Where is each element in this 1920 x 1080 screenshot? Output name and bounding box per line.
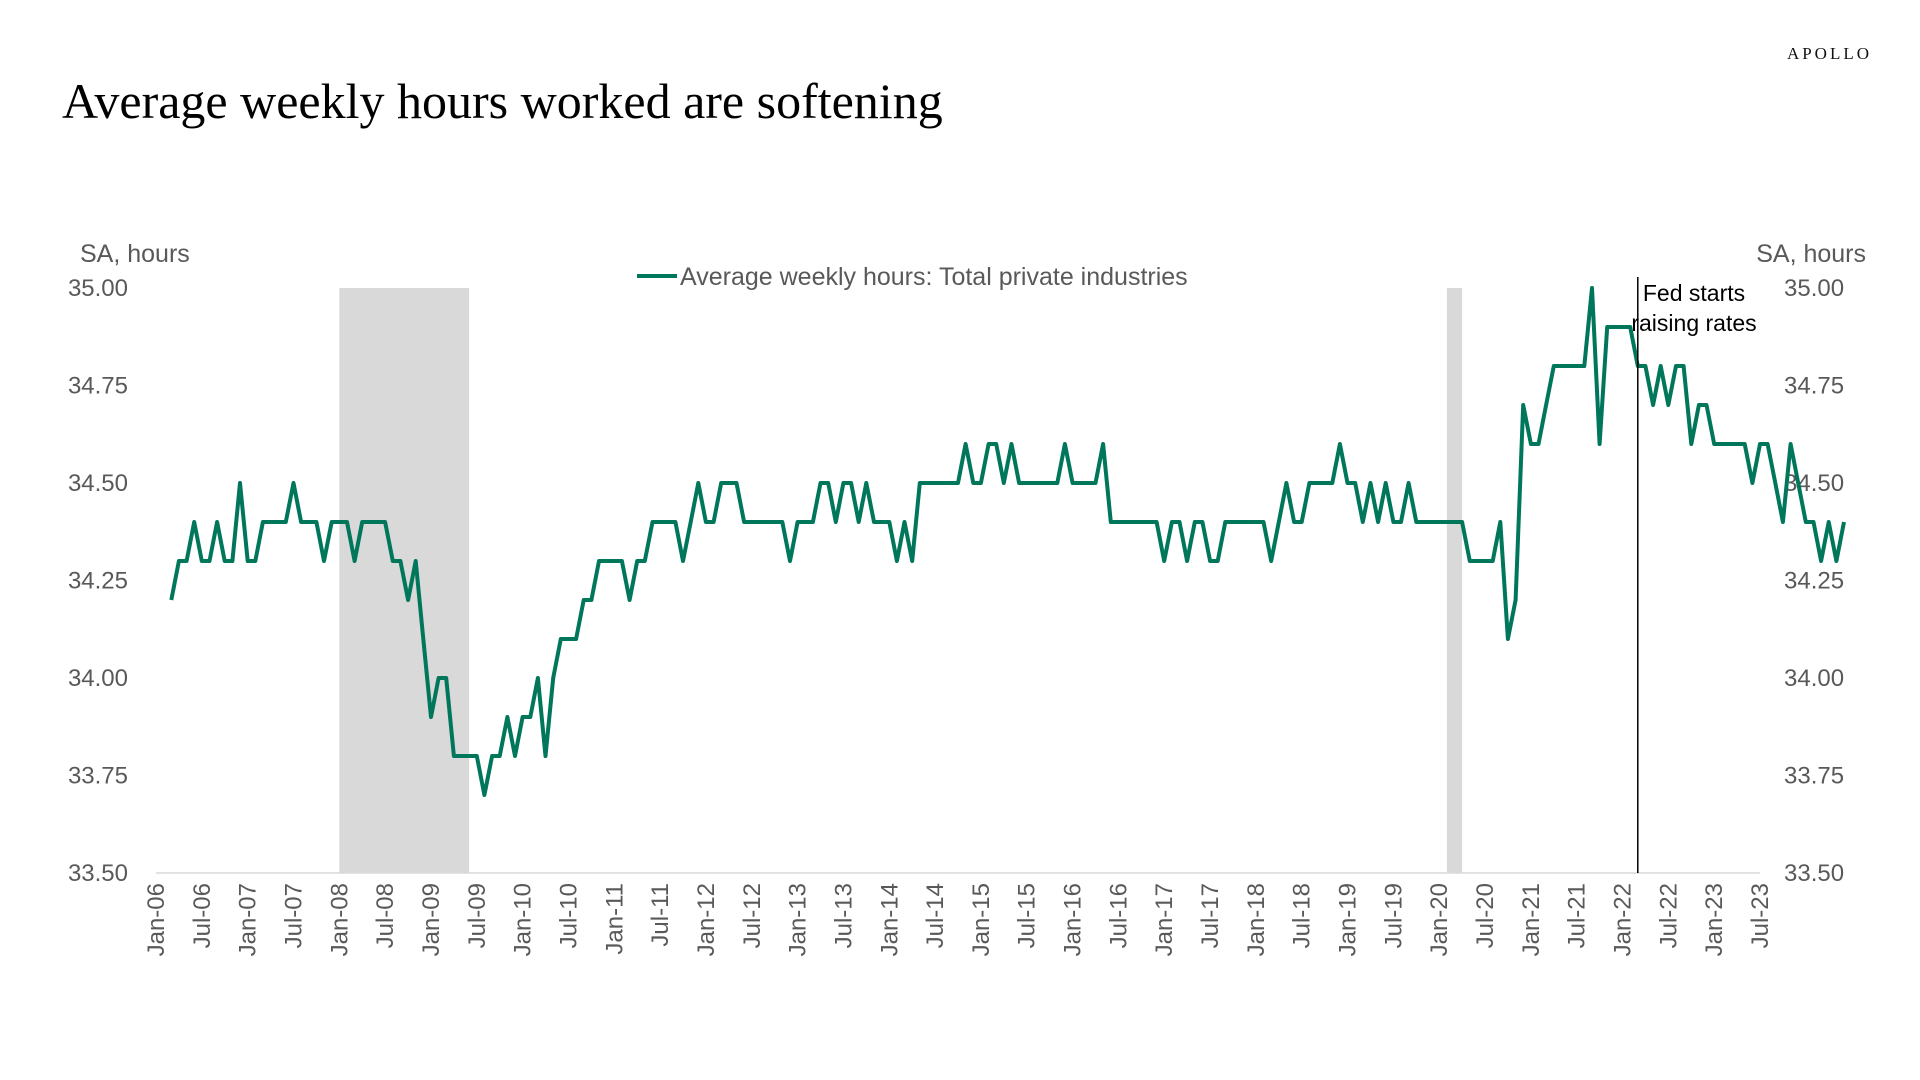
x-tick-label: Jul-07 bbox=[280, 883, 307, 948]
x-tick-label: Jul-20 bbox=[1472, 883, 1499, 948]
y-right-tick-label: 34.00 bbox=[1784, 665, 1844, 692]
recession-shading-group bbox=[339, 288, 1463, 873]
fed-annotation-text-line2: raising rates bbox=[1631, 310, 1756, 336]
y-left-tick-label: 33.50 bbox=[68, 860, 128, 887]
y-right-tick-label: 33.50 bbox=[1784, 860, 1844, 887]
x-tick-label: Jan-17 bbox=[1151, 883, 1178, 956]
x-tick-label: Jul-22 bbox=[1655, 883, 1682, 948]
y-axis-left-title: SA, hours bbox=[80, 240, 190, 268]
y-right-tick-label: 34.25 bbox=[1784, 568, 1844, 595]
x-tick-label: Jan-20 bbox=[1426, 883, 1453, 956]
x-tick-label: Jul-16 bbox=[1105, 883, 1132, 948]
x-tick-label: Jan-09 bbox=[418, 883, 445, 956]
x-axis: Jan-06 Jul-06 Jan-07 Jul-07 Jan-08 Jul-08 Jan-… bbox=[143, 883, 1774, 956]
y-axis-right: 33.50 33.75 34.00 34.25 34.50 34.75 35.00 bbox=[1784, 275, 1844, 887]
legend: Average weekly hours: Total private indu… bbox=[637, 263, 1188, 291]
y-axis-right-title: SA, hours bbox=[1756, 240, 1866, 268]
x-tick-label: Jul-09 bbox=[464, 883, 491, 948]
x-tick-label: Jul-14 bbox=[922, 883, 949, 948]
y-right-tick-label: 34.75 bbox=[1784, 373, 1844, 400]
x-tick-label: Jul-08 bbox=[372, 883, 399, 948]
x-tick-label: Jul-12 bbox=[739, 883, 766, 948]
x-tick-label: Jan-13 bbox=[785, 883, 812, 956]
x-tick-label: Jul-23 bbox=[1747, 883, 1774, 948]
y-right-tick-label: 35.00 bbox=[1784, 275, 1844, 302]
x-tick-label: Jul-17 bbox=[1197, 883, 1224, 948]
x-tick-label: Jan-18 bbox=[1243, 883, 1270, 956]
y-right-tick-label: 34.50 bbox=[1784, 470, 1844, 497]
y-left-tick-label: 34.00 bbox=[68, 665, 128, 692]
y-right-tick-label: 33.75 bbox=[1784, 763, 1844, 790]
x-tick-label: Jul-15 bbox=[1014, 883, 1041, 948]
y-left-tick-label: 34.75 bbox=[68, 373, 128, 400]
y-left-tick-label: 34.25 bbox=[68, 568, 128, 595]
x-tick-label: Jul-06 bbox=[189, 883, 216, 948]
x-tick-label: Jan-07 bbox=[235, 883, 262, 956]
brand-logo: APOLLO bbox=[1786, 44, 1872, 63]
x-tick-label: Jul-10 bbox=[555, 883, 582, 948]
y-axis-left: 33.50 33.75 34.00 34.25 34.50 34.75 35.00 bbox=[68, 275, 128, 887]
x-tick-label: Jul-21 bbox=[1564, 883, 1591, 948]
x-tick-label: Jul-18 bbox=[1289, 883, 1316, 948]
x-tick-label: Jan-23 bbox=[1701, 883, 1728, 956]
x-tick-label: Jan-19 bbox=[1335, 883, 1362, 956]
x-tick-label: Jul-13 bbox=[830, 883, 857, 948]
series-group bbox=[169, 286, 1846, 797]
y-left-tick-label: 34.50 bbox=[68, 470, 128, 497]
x-tick-label: Jan-08 bbox=[326, 883, 353, 956]
x-tick-label: Jan-06 bbox=[143, 883, 170, 956]
x-tick-label: Jan-11 bbox=[601, 883, 628, 955]
recession-band-2 bbox=[1446, 288, 1463, 873]
x-tick-label: Jan-10 bbox=[510, 883, 537, 956]
fed-annotation: Fed starts raising rates bbox=[1631, 277, 1757, 873]
legend-label: Average weekly hours: Total private indu… bbox=[680, 263, 1188, 291]
y-left-tick-label: 35.00 bbox=[68, 275, 128, 302]
x-tick-label: Jan-12 bbox=[693, 883, 720, 956]
fed-annotation-text-line1: Fed starts bbox=[1643, 280, 1745, 306]
x-tick-label: Jul-19 bbox=[1380, 883, 1407, 948]
chart-title: Average weekly hours worked are softenin… bbox=[62, 73, 943, 129]
x-tick-label: Jan-16 bbox=[1060, 883, 1087, 956]
y-left-tick-label: 33.75 bbox=[68, 763, 128, 790]
x-tick-label: Jan-14 bbox=[876, 883, 903, 956]
x-tick-label: Jan-22 bbox=[1610, 883, 1637, 956]
series-line-1 bbox=[169, 286, 1846, 797]
x-tick-label: Jul-11 bbox=[647, 883, 674, 947]
x-tick-label: Jan-15 bbox=[968, 883, 995, 956]
x-tick-label: Jan-21 bbox=[1518, 883, 1545, 956]
